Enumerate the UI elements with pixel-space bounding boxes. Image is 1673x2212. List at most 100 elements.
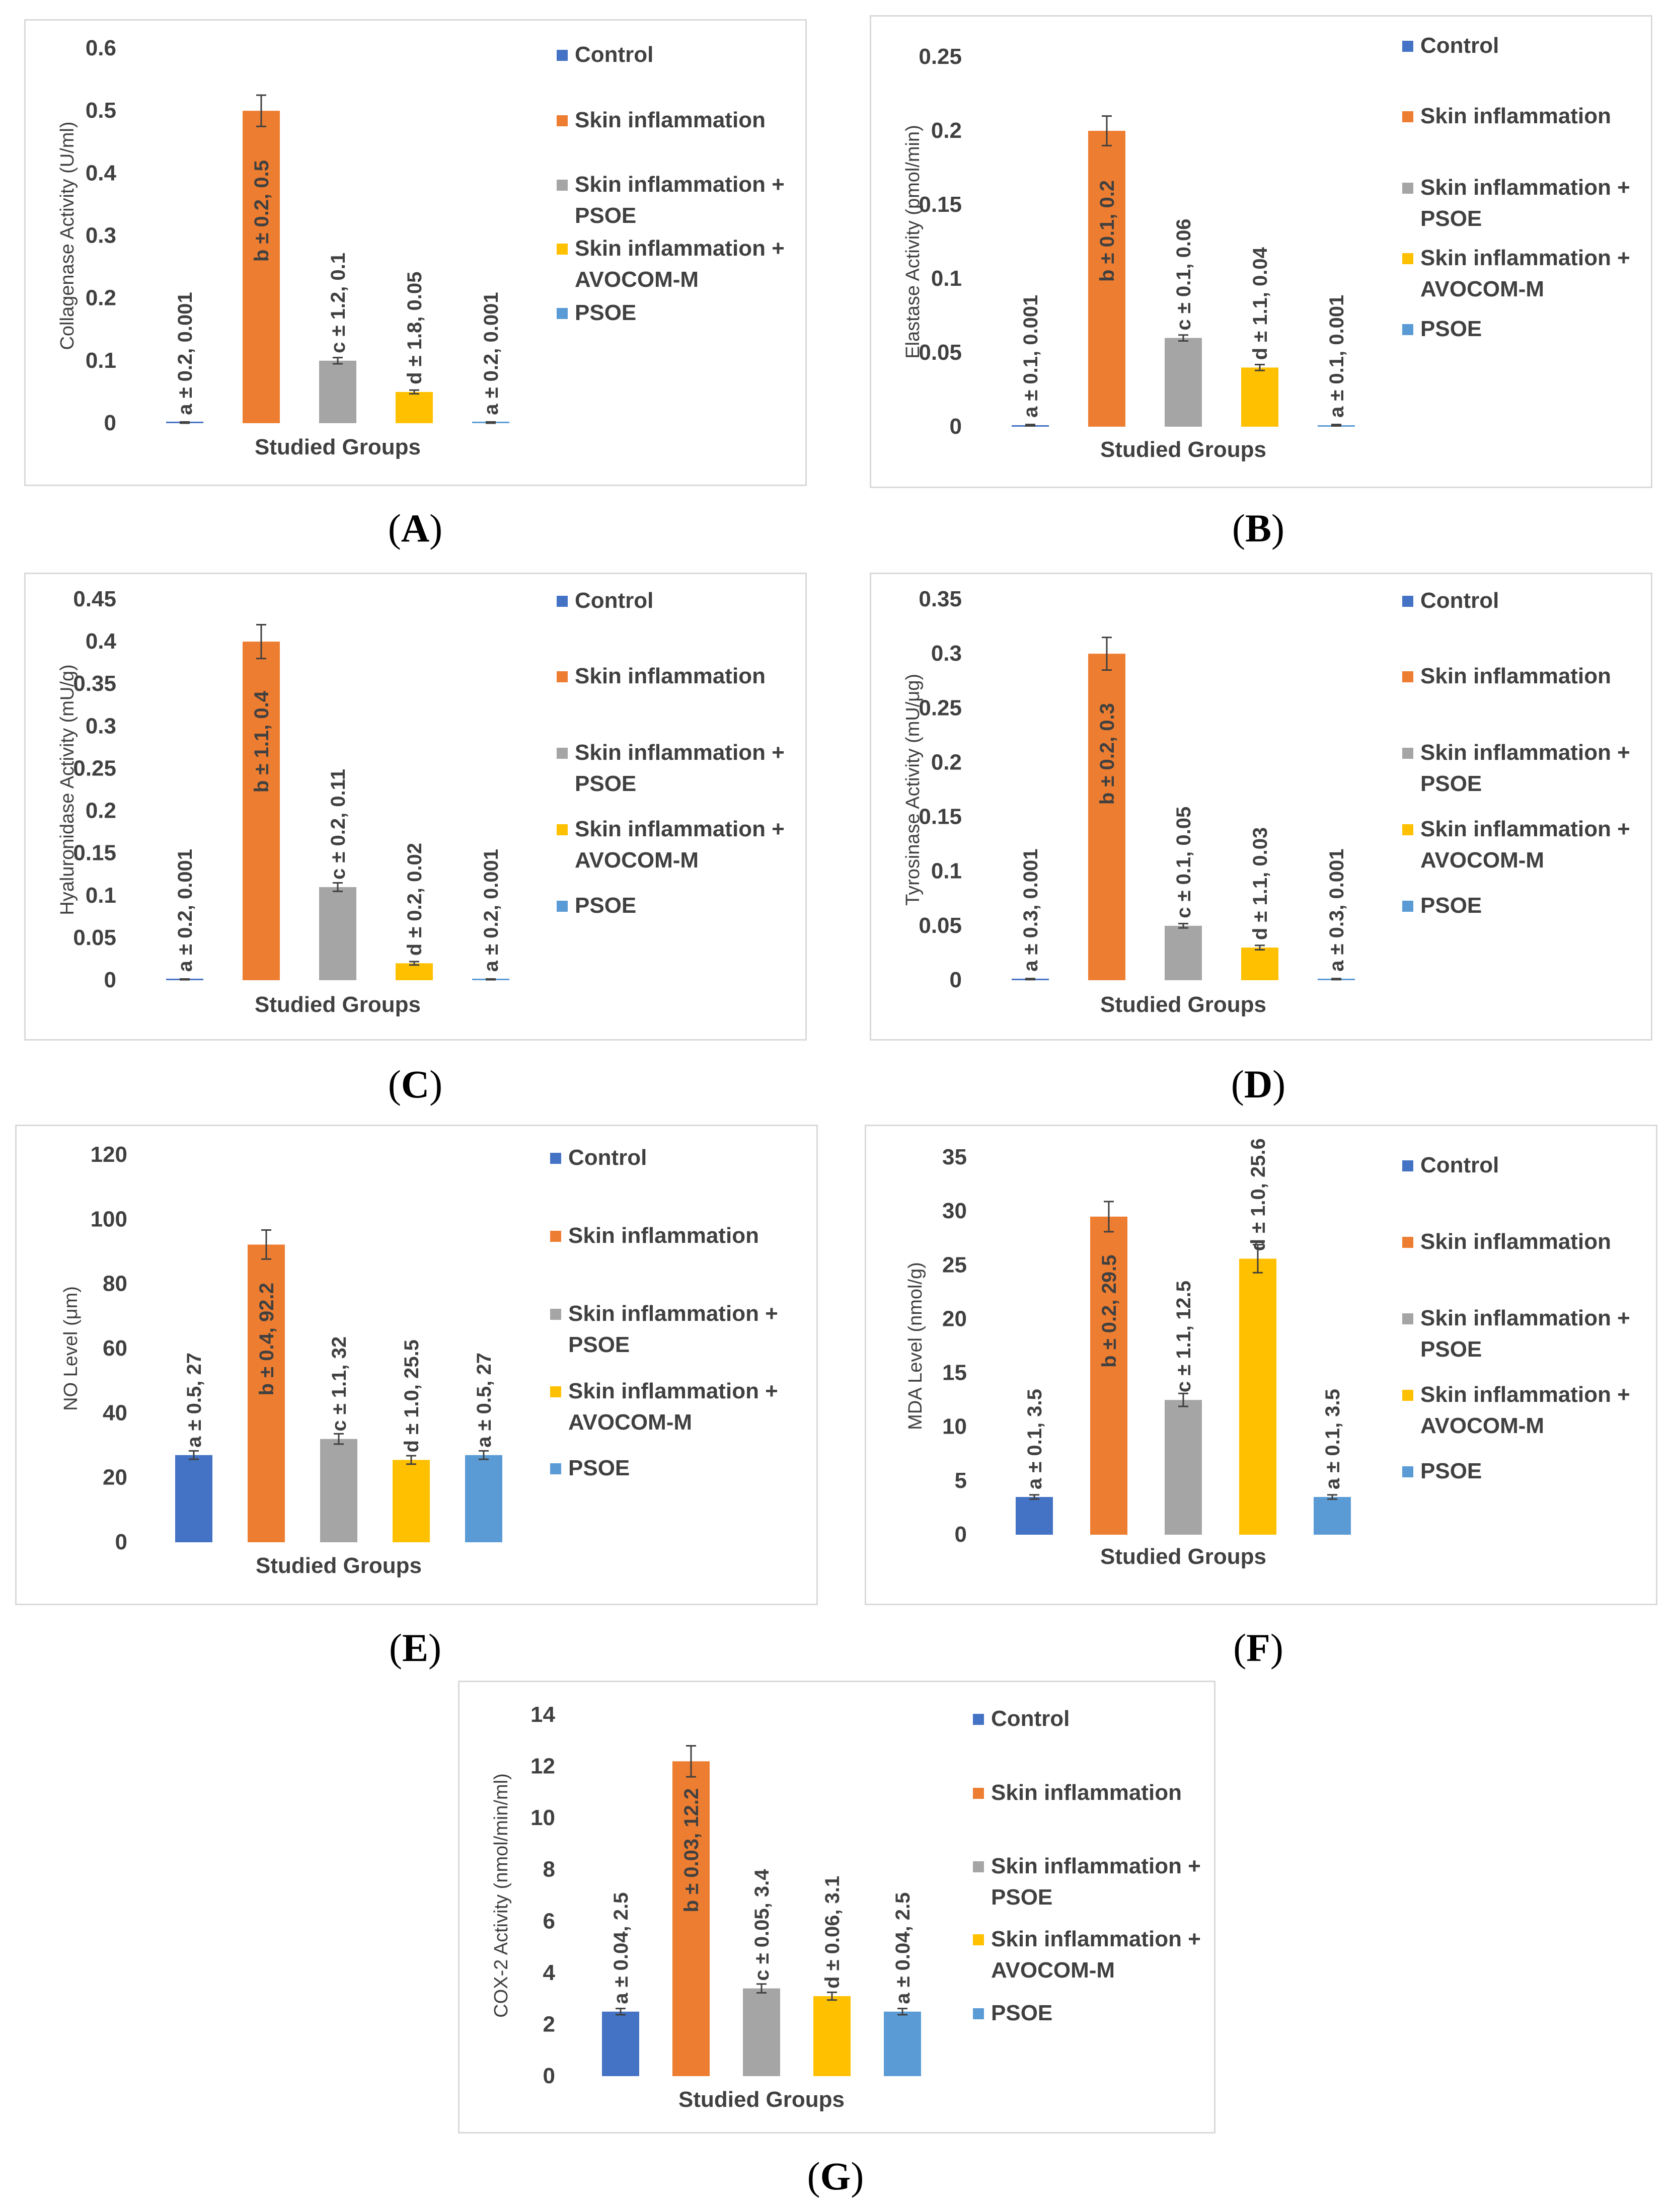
data-label: d ± 1.1, 0.04	[1249, 247, 1271, 360]
data-label: a ± 0.2, 0.001	[480, 849, 502, 972]
data-label: c ± 1.1, 32	[328, 1336, 350, 1432]
chart-panel-e: 0 20 40 60 80 100 120 NO Level (μm) a ± 0.5, 27 b…	[15, 1125, 818, 1605]
y-axis-label: Tyrosinase Activity (mU/μg)	[902, 674, 924, 906]
legend-label: Skin inflammation +	[1420, 1306, 1630, 1330]
y-tick-label: 0.2	[86, 799, 116, 823]
bar-1	[1016, 1497, 1053, 1535]
chart-panel-c: 0 0.05 0.1 0.15 0.2 0.25 0.3 0.35 0.4 0.45 Hyaluro…	[24, 573, 807, 1041]
y-axis-label: Hyaluronidase Activity (mU/g)	[57, 664, 78, 915]
y-tick-label: 15	[942, 1361, 967, 1385]
legend-label: AVOCOM-M	[991, 1958, 1115, 1983]
bar-4	[396, 963, 433, 980]
data-label: c ± 1.1, 12.5	[1173, 1281, 1195, 1392]
legend-label: Skin inflammation +	[1420, 1382, 1630, 1407]
chart-svg-f: 0 5 10 15 20 25 30 35 MDA Level (nmol/g) a ± 0.1,…	[905, 1138, 1630, 1569]
y-axis-label: NO Level (μm)	[60, 1286, 82, 1411]
data-label: a ± 0.04, 2.5	[892, 1892, 914, 2004]
data-label: d ± 1.0, 25.5	[401, 1339, 423, 1452]
legend-swatch-4	[1402, 253, 1413, 264]
caption-b: (B)	[1232, 506, 1284, 550]
legend-label: Skin inflammation +	[1420, 740, 1630, 765]
data-label: b ± 0.2, 0.5	[251, 160, 273, 262]
bar-5	[1314, 1497, 1351, 1535]
chart-svg-c: 0 0.05 0.1 0.15 0.2 0.25 0.3 0.35 0.4 0.45 Hyaluro…	[57, 587, 785, 1017]
legend-swatch-4	[557, 244, 568, 255]
caption-d: (D)	[1231, 1062, 1286, 1106]
bar-1	[602, 2011, 639, 2076]
y-tick-label: 20	[942, 1306, 967, 1331]
legend-label: Skin inflammation	[575, 108, 766, 132]
y-tick-label: 0.45	[73, 587, 116, 611]
data-label: b ± 0.2, 0.3	[1096, 703, 1118, 805]
y-axis-label: Collagenase Activity (U/ml)	[57, 121, 78, 350]
chart-svg-e: 0 20 40 60 80 100 120 NO Level (μm) a ± 0.5, 27 b…	[60, 1142, 778, 1578]
legend-swatch-2	[973, 1788, 984, 1799]
data-label: b ± 0.2, 29.5	[1098, 1255, 1120, 1368]
x-axis-label: Studied Groups	[678, 2087, 845, 2112]
legend-label: PSOE	[568, 1456, 630, 1480]
legend-swatch-3	[973, 1861, 984, 1872]
y-tick-label: 0.2	[931, 750, 962, 774]
y-tick-label: 0	[115, 1530, 127, 1554]
bar-3	[319, 887, 356, 980]
legend-label: Control	[568, 1145, 647, 1170]
y-tick-label: 0.2	[931, 118, 962, 143]
legend-swatch-5	[550, 1463, 561, 1474]
data-label: c ± 0.1, 0.06	[1173, 218, 1195, 330]
x-axis-label: Studied Groups	[256, 1553, 422, 1578]
data-label: d ± 1.8, 0.05	[404, 272, 426, 384]
bar-3	[319, 360, 356, 423]
legend-label: Skin inflammation	[1420, 104, 1611, 128]
y-tick-label: 0.1	[931, 859, 962, 884]
y-tick-label: 2	[543, 2012, 555, 2036]
legend-label: Skin inflammation +	[991, 1854, 1201, 1878]
legend-swatch-1	[557, 596, 568, 607]
legend-label: Skin inflammation	[1420, 1229, 1611, 1254]
bar-3	[1165, 925, 1202, 980]
y-tick-label: 0.6	[86, 36, 116, 60]
data-label: b ± 1.1, 0.4	[251, 690, 273, 793]
y-tick-label: 120	[91, 1142, 127, 1167]
legend-swatch-3	[557, 180, 568, 191]
y-tick-label: 14	[530, 1702, 555, 1727]
legend-label: PSOE	[1420, 317, 1482, 341]
data-label: c ± 0.05, 3.4	[751, 1869, 773, 1981]
x-axis-label: Studied Groups	[255, 435, 421, 459]
y-tick-label: 0.3	[931, 641, 962, 666]
legend-swatch-2	[557, 671, 568, 682]
data-label: a ± 0.1, 3.5	[1024, 1389, 1046, 1489]
legend-swatch-5	[1402, 324, 1413, 335]
legend-label: Skin inflammation	[1420, 664, 1611, 688]
legend-swatch-3	[550, 1309, 561, 1320]
y-tick-label: 80	[103, 1272, 127, 1296]
legend-swatch-3	[1402, 1313, 1413, 1324]
y-tick-label: 0.05	[919, 340, 962, 365]
y-tick-label: 0	[104, 411, 116, 435]
legend-label: Skin inflammation +	[575, 740, 785, 765]
legend-swatch-2	[557, 115, 568, 126]
y-tick-label: 0.2	[86, 286, 116, 310]
chart-svg-d: 0 0.05 0.1 0.15 0.2 0.25 0.3 0.35 Tyrosinase Act…	[902, 587, 1630, 1017]
chart-svg-a: 0 0.1 0.2 0.3 0.4 0.5 0.6 Collagenase Activity …	[57, 36, 785, 459]
legend-swatch-1	[1402, 41, 1413, 52]
legend-label: PSOE	[1420, 893, 1482, 918]
legend-swatch-4	[1402, 1390, 1413, 1401]
legend-swatch-1	[550, 1153, 561, 1164]
y-tick-label: 30	[942, 1199, 967, 1223]
bar-4	[1239, 1258, 1276, 1535]
legend-label: PSOE	[575, 893, 636, 918]
legend-swatch-1	[973, 1714, 984, 1725]
y-tick-label: 6	[543, 1909, 555, 1933]
bar-4	[393, 1460, 430, 1542]
y-tick-label: 100	[91, 1207, 127, 1231]
data-label: c ± 1.2, 0.1	[327, 253, 349, 353]
chart-svg-g: 0 2 4 6 8 10 12 14 COX-2 Activity (nmol/min/ml) a…	[491, 1702, 1201, 2112]
legend-label: PSOE	[575, 771, 636, 796]
legend-label: PSOE	[991, 1885, 1052, 1910]
legend-label: Control	[575, 42, 653, 67]
legend-label: PSOE	[1420, 1337, 1482, 1362]
y-tick-label: 0.1	[86, 348, 116, 373]
legend-label: AVOCOM-M	[575, 848, 699, 873]
y-tick-label: 0.1	[86, 883, 116, 908]
y-tick-label: 4	[543, 1960, 556, 1985]
